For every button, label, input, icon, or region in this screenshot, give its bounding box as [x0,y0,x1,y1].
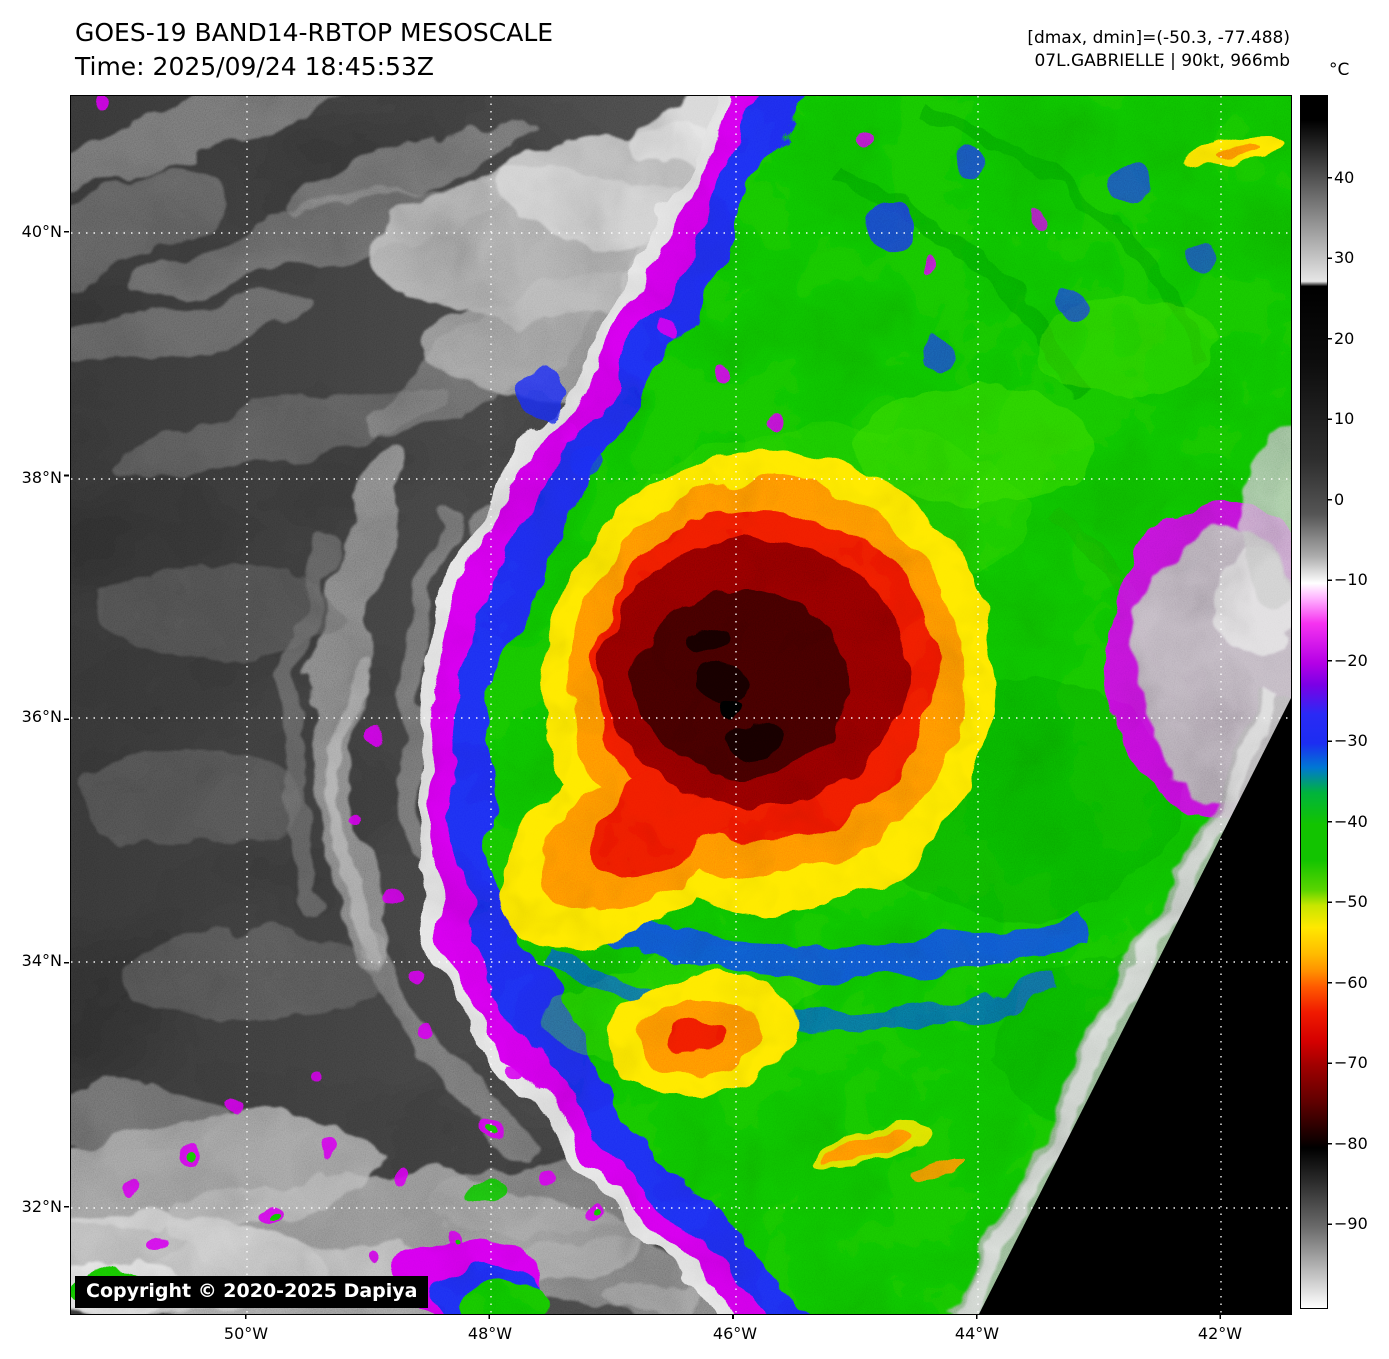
storm-info: 07L.GABRIELLE | 90kt, 966mb [1034,51,1290,71]
dmax-dmin-readout: [dmax, dmin]=(-50.3, -77.488) [1027,28,1290,48]
x-axis-ticks [245,1314,1223,1319]
colorbar-unit: °C [1329,60,1350,80]
colorbar-gradient [1300,95,1328,1309]
lat-label: 34°N [21,951,62,970]
lat-label: 40°N [21,222,62,241]
colorbar-tick-label: −80 [1334,1134,1368,1153]
readouts: [dmax, dmin]=(-50.3, -77.488) 07L.GABRIE… [1027,27,1290,73]
colorbar-tick-label: −20 [1334,651,1368,670]
colorbar-tick-label: −50 [1334,892,1368,911]
colorbar-tick-label: −10 [1334,570,1368,589]
lon-label: 46°W [712,1324,758,1343]
film-grain [71,96,1291,1314]
colorbar-tick-label: −90 [1334,1214,1368,1233]
lat-label: 32°N [21,1197,62,1216]
colorbar-tick-label: 10 [1334,409,1355,428]
lat-label: 38°N [21,468,62,487]
grid-lines [71,96,1291,1314]
lon-label: 44°W [954,1324,1000,1343]
satellite-imagery [71,96,1291,1314]
product-title: GOES-19 BAND14-RBTOP MESOSCALE [75,18,554,47]
satellite-map [70,95,1292,1315]
timestamp: Time: 2025/09/24 18:45:53Z [75,52,434,81]
colorbar-tick-label: −30 [1334,731,1368,750]
colorbar-tick-label: 0 [1334,490,1345,509]
colorbar-tick-label: 30 [1334,248,1355,267]
colorbar-ticks [1327,177,1332,1226]
colorbar-tick-label: −60 [1334,973,1368,992]
colorbar-tick-label: −70 [1334,1053,1368,1072]
colorbar-tick-label: 20 [1334,329,1355,348]
lat-label: 36°N [21,707,62,726]
lon-label: 42°W [1197,1324,1243,1343]
lon-label: 50°W [223,1324,269,1343]
colorbar-tick-label: 40 [1334,168,1355,187]
copyright-badge: Copyright © 2020-2025 Dapiya [75,1276,429,1308]
colorbar-tick-label: −40 [1334,812,1368,831]
lon-label: 48°W [467,1324,513,1343]
y-axis-ticks [64,231,69,1211]
